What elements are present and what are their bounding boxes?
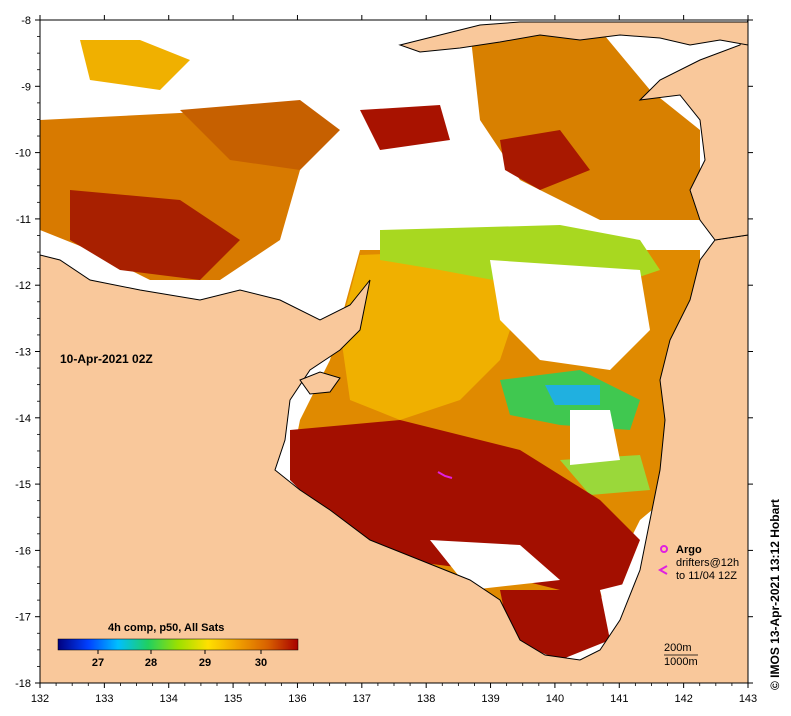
y-tick-label: -10	[15, 148, 31, 160]
date-label: 10-Apr-2021 02Z	[60, 352, 153, 366]
drifter-track	[437, 471, 453, 479]
x-tick-label: 135	[224, 693, 242, 705]
x-tick-label: 133	[95, 693, 113, 705]
argo-label: Argo	[676, 544, 702, 556]
x-tick-label: 137	[353, 693, 371, 705]
drifter-arrow-icon	[657, 565, 668, 575]
x-tick-label: 143	[739, 693, 757, 705]
y-tick-label: -12	[15, 280, 31, 292]
credit-label: © IMOS 13-Apr-2021 13:12 Hobart	[768, 499, 782, 690]
x-tick-label: 138	[417, 693, 435, 705]
y-tick-label: -18	[15, 678, 31, 690]
sst-field	[40, 22, 700, 660]
x-tick-label: 136	[288, 693, 306, 705]
depth-legend: 200m 1000m	[664, 642, 698, 668]
depth-1000m: 1000m	[664, 656, 698, 668]
y-tick-label: -13	[15, 347, 31, 359]
drifters-line1: drifters@12h	[676, 557, 739, 569]
argo-icon	[660, 545, 668, 553]
x-tick-label: 132	[31, 693, 49, 705]
x-tick-label: 134	[160, 693, 178, 705]
colorbar-tick-label: 27	[92, 657, 104, 669]
colorbar: 4h comp, p50, All Sats 27 28 29 30	[57, 622, 299, 669]
x-tick-label: 139	[481, 693, 499, 705]
drifter-legend: Argo drifters@12h to 11/04 12Z	[657, 544, 739, 582]
y-axis: -8 -9 -10 -11 -12 -13 -14 -15 -16 -17 -18	[15, 15, 753, 690]
y-tick-label: -15	[15, 479, 31, 491]
colorbar-title: 4h comp, p50, All Sats	[108, 622, 224, 634]
land	[40, 20, 748, 683]
colorbar-gradient	[57, 638, 299, 651]
y-tick-label: -11	[16, 214, 31, 226]
y-tick-label: -16	[15, 545, 31, 557]
x-tick-label: 142	[674, 693, 692, 705]
y-tick-label: -14	[15, 413, 31, 425]
colorbar-tick-label: 30	[255, 657, 267, 669]
y-tick-label: -8	[21, 15, 31, 27]
colorbar-tick-label: 29	[199, 657, 211, 669]
drifters-line2: to 11/04 12Z	[676, 570, 737, 582]
x-axis: 132 133 134 135 136 137 138 139 140 141 142 143	[31, 15, 757, 705]
x-tick-label: 141	[610, 693, 628, 705]
colorbar-tick-label: 28	[145, 657, 157, 669]
x-tick-label: 140	[546, 693, 564, 705]
colorbar-ticks: 27 28 29 30	[92, 650, 267, 669]
depth-200m: 200m	[664, 642, 692, 654]
y-tick-label: -17	[15, 612, 31, 624]
y-tick-label: -9	[21, 81, 31, 93]
